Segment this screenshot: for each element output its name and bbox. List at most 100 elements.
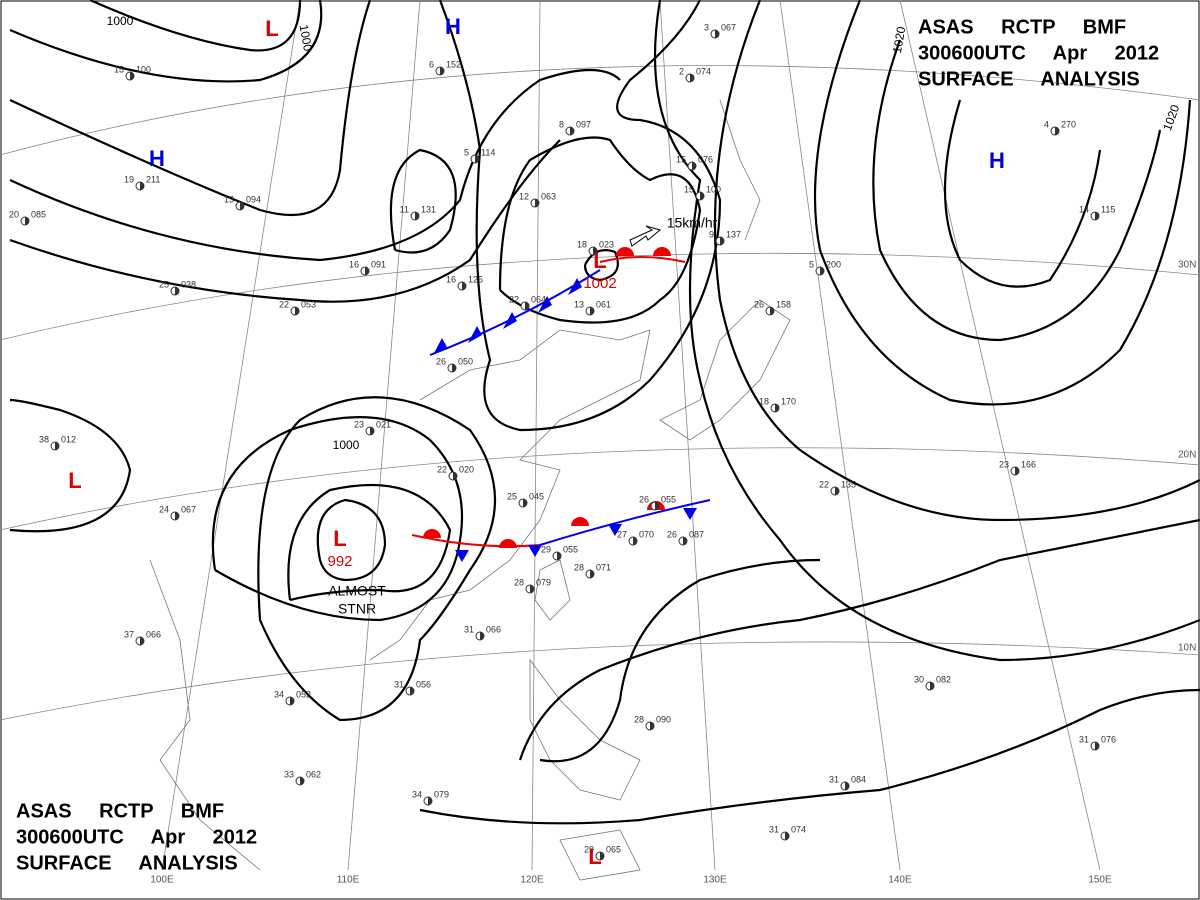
front-semicircle <box>616 247 634 256</box>
station-pressure: 115 <box>1101 204 1115 214</box>
station-plot: 19 211 <box>124 174 160 191</box>
station-fill <box>590 570 594 578</box>
station-plot: 26 087 <box>667 529 704 546</box>
station-pressure: 137 <box>726 229 741 239</box>
station-fill <box>462 282 466 290</box>
station-plot: 26 055 <box>639 494 676 511</box>
station-pressure: 074 <box>791 824 806 834</box>
station-plot: 16 125 <box>446 274 483 291</box>
station-temperature: 22 <box>509 294 519 304</box>
front-annotation: STNR <box>338 601 376 617</box>
station-fill <box>525 302 529 310</box>
title-line: SURFACE ANALYSIS <box>918 68 1140 90</box>
station-temperature: 5 <box>464 147 469 157</box>
station-plot: 2 074 <box>679 66 711 83</box>
station-pressure: 012 <box>61 434 76 444</box>
longitude-label: 140E <box>888 875 912 886</box>
station-temperature: 5 <box>809 259 814 269</box>
station-pressure: 100 <box>136 64 151 74</box>
station-temperature: 13 <box>224 194 234 204</box>
station-fill <box>600 852 604 860</box>
station-fill <box>655 502 659 510</box>
station-temperature: 34 <box>412 789 422 799</box>
station-temperature: 31 <box>1079 734 1089 744</box>
isobars <box>9 0 1200 825</box>
station-fill <box>845 782 849 790</box>
station-fill <box>440 67 444 75</box>
pressure-center: H <box>989 148 1005 173</box>
station-fill <box>530 585 534 593</box>
station-plot: 15 076 <box>676 154 713 171</box>
station-plot: 34 079 <box>412 789 449 806</box>
isobar-label: 1020 <box>890 25 908 54</box>
longitude-label: 120E <box>520 875 544 886</box>
station-fill <box>820 267 824 275</box>
station-pressure: 067 <box>181 504 196 514</box>
stationary-front <box>411 534 541 548</box>
station-pressure: 270 <box>1061 119 1076 129</box>
station-fill <box>523 499 527 507</box>
station-temperature: 6 <box>429 59 434 69</box>
station-plot: 23 166 <box>999 459 1036 476</box>
station-plot: 23 021 <box>354 419 391 436</box>
station-pressure: 135 <box>841 479 856 489</box>
station-plot: 3 067 <box>704 22 736 39</box>
station-fill <box>570 127 574 135</box>
station-fill <box>290 697 294 705</box>
center-pressure: 992 <box>327 553 352 570</box>
station-pressure: 094 <box>246 194 261 204</box>
station-pressure: 056 <box>416 679 431 689</box>
station-pressure: 114 <box>481 147 495 157</box>
station-pressure: 087 <box>689 529 704 539</box>
station-temperature: 31 <box>829 774 839 784</box>
front-triangle <box>683 508 697 520</box>
station-temperature: 20 <box>9 209 19 219</box>
station-fill <box>140 637 144 645</box>
station-fill <box>1095 212 1099 220</box>
station-plot: 9 137 <box>709 229 741 246</box>
station-plot: 15 100 <box>684 184 721 201</box>
station-plot: 14 115 <box>1079 204 1115 221</box>
station-temperature: 16 <box>446 274 456 284</box>
station-plot: 15 100 <box>114 64 151 81</box>
station-plot: 31 076 <box>1079 734 1116 751</box>
station-plot: 5 200 <box>809 259 841 276</box>
station-plot: 25 045 <box>507 491 544 508</box>
station-fill <box>633 537 637 545</box>
pressure-center: H <box>445 14 461 39</box>
station-pressure: 152 <box>446 59 461 69</box>
front-annotation: 15km/hr <box>667 215 718 231</box>
station-fill <box>480 632 484 640</box>
station-fill <box>720 237 724 245</box>
station-temperature: 11 <box>400 204 409 214</box>
front-triangle <box>503 312 517 329</box>
motion-arrow <box>629 225 662 247</box>
front-semicircle <box>571 517 589 526</box>
station-plot: 28 071 <box>574 562 611 579</box>
longitude-label: 130E <box>703 875 727 886</box>
station-fill <box>690 74 694 82</box>
station-plot: 31 074 <box>769 824 806 841</box>
station-fill <box>475 155 479 163</box>
station-pressure: 052 <box>296 689 311 699</box>
isobar-label: 1000 <box>333 438 360 452</box>
station-pressure: 045 <box>529 491 544 501</box>
station-temperature: 34 <box>274 689 284 699</box>
station-temperature: 13 <box>574 299 584 309</box>
title-line: 300600UTC Apr 2012 <box>918 42 1159 64</box>
station-plot: 28 090 <box>634 714 671 731</box>
latitude-label: 20N <box>1178 450 1196 461</box>
station-temperature: 23 <box>354 419 364 429</box>
station-plot: 34 052 <box>274 689 311 706</box>
station-fill <box>535 199 539 207</box>
cold-front <box>429 269 601 356</box>
station-plot: 4 270 <box>1044 119 1076 136</box>
station-pressure: 131 <box>421 204 436 214</box>
station-pressure: 065 <box>606 844 621 854</box>
longitude-label: 110E <box>337 875 360 886</box>
station-temperature: 8 <box>559 119 564 129</box>
station-temperature: 19 <box>124 174 134 184</box>
station-fill <box>415 212 419 220</box>
station-temperature: 26 <box>754 299 764 309</box>
